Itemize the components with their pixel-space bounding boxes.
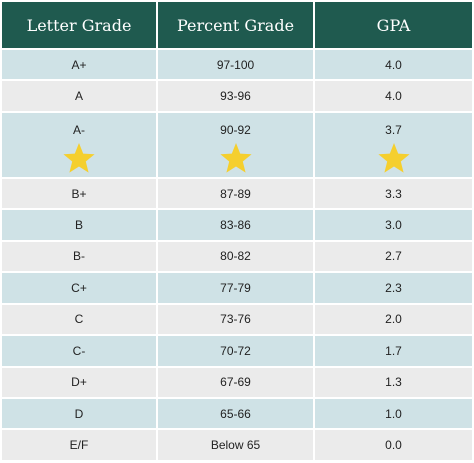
- gpa-cell: 3.0: [315, 208, 472, 240]
- percent-cell: 80-82: [158, 239, 315, 272]
- table-row: D 65-66 1.0: [2, 397, 472, 429]
- star-icon: [219, 142, 253, 174]
- letter-cell: C-: [2, 334, 158, 366]
- table-row-stars: [2, 141, 472, 177]
- gpa-cell: 0.0: [315, 428, 472, 460]
- table-row: C+ 77-79 2.3: [2, 271, 472, 303]
- star-icon: [62, 142, 96, 174]
- letter-cell: B+: [2, 176, 158, 209]
- percent-cell: 70-72: [158, 334, 315, 366]
- letter-cell: C: [2, 302, 158, 335]
- gpa-cell: 2.3: [315, 271, 472, 303]
- letter-cell: D: [2, 397, 158, 429]
- letter-cell: E/F: [2, 428, 158, 460]
- percent-cell: 97-100: [158, 48, 315, 80]
- gpa-cell: 3.3: [315, 176, 472, 209]
- letter-cell: B: [2, 208, 158, 240]
- star-cell: [158, 141, 315, 177]
- table-row: A+ 97-100 4.0: [2, 48, 472, 80]
- star-cell: [2, 141, 158, 177]
- letter-cell: A+: [2, 48, 158, 80]
- table-row: E/F Below 65 0.0: [2, 428, 472, 460]
- percent-cell: 90-92: [158, 110, 315, 142]
- gpa-cell: 4.0: [315, 48, 472, 80]
- gpa-cell: 1.7: [315, 334, 472, 366]
- table-row: B- 80-82 2.7: [2, 239, 472, 272]
- letter-cell: A: [2, 79, 158, 111]
- table-row: B 83-86 3.0: [2, 208, 472, 240]
- gpa-cell: 2.7: [315, 239, 472, 272]
- table-row: A 93-96 4.0: [2, 79, 472, 111]
- star-icon: [377, 142, 411, 174]
- header-percent-grade: Percent Grade: [158, 2, 315, 48]
- percent-cell: 67-69: [158, 365, 315, 398]
- header-row: Letter Grade Percent Grade GPA: [2, 2, 472, 48]
- table-row: C 73-76 2.0: [2, 302, 472, 335]
- table-row-highlighted: A- 90-92 3.7: [2, 110, 472, 142]
- header-gpa: GPA: [315, 2, 472, 48]
- gpa-cell: 1.3: [315, 365, 472, 398]
- percent-cell: 77-79: [158, 271, 315, 303]
- percent-cell: 73-76: [158, 302, 315, 335]
- percent-cell: Below 65: [158, 428, 315, 460]
- table-row: C- 70-72 1.7: [2, 334, 472, 366]
- percent-cell: 87-89: [158, 176, 315, 209]
- letter-cell: C+: [2, 271, 158, 303]
- header-letter-grade: Letter Grade: [2, 2, 158, 48]
- gpa-cell: 2.0: [315, 302, 472, 335]
- star-cell: [315, 141, 472, 177]
- letter-cell: B-: [2, 239, 158, 272]
- percent-cell: 93-96: [158, 79, 315, 111]
- letter-cell: A-: [2, 110, 158, 142]
- percent-cell: 83-86: [158, 208, 315, 240]
- letter-cell: D+: [2, 365, 158, 398]
- gpa-cell: 4.0: [315, 79, 472, 111]
- gpa-cell: 1.0: [315, 397, 472, 429]
- table-row: D+ 67-69 1.3: [2, 365, 472, 398]
- percent-cell: 65-66: [158, 397, 315, 429]
- table-row: B+ 87-89 3.3: [2, 176, 472, 209]
- gpa-cell: 3.7: [315, 110, 472, 142]
